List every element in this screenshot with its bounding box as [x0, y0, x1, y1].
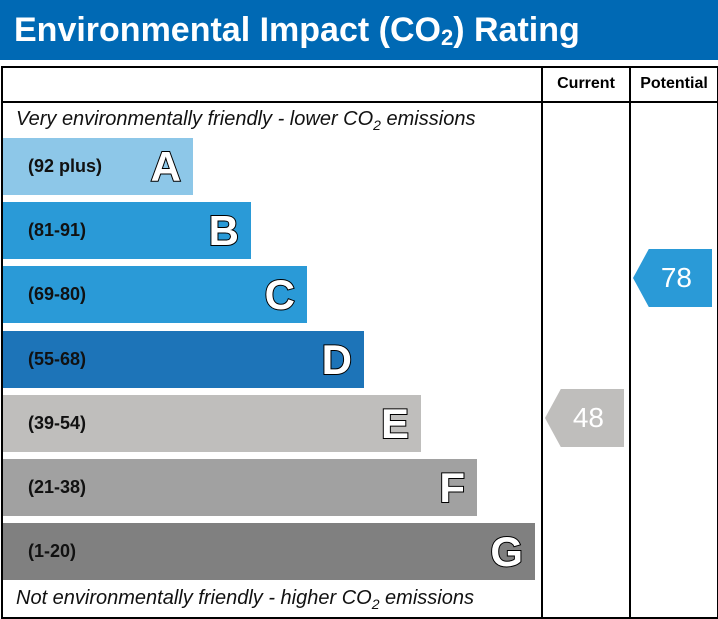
potential-column-header: Potential — [640, 75, 708, 92]
band-range: (39-54) — [28, 413, 87, 433]
band-range: (1-20) — [28, 541, 77, 561]
band-letter: D — [321, 335, 353, 384]
band-letter: F — [438, 463, 466, 512]
current-rating-value: 48 — [572, 402, 604, 433]
chart-title: Environmental Impact (CO2) Rating — [0, 0, 718, 60]
band-g: (1-20) G — [3, 523, 535, 580]
band-e: (39-54) E — [3, 395, 421, 452]
band-letter: C — [264, 270, 296, 319]
current-column-header: Current — [557, 75, 615, 92]
bottom-note: Not environmentally friendly - higher CO… — [16, 587, 474, 612]
band-letter: B — [208, 206, 240, 255]
top-note: Very environmentally friendly - lower CO… — [16, 108, 476, 133]
band-letter: G — [489, 527, 524, 576]
band-f: (21-38) F — [3, 459, 477, 516]
band-letter: E — [380, 399, 410, 448]
potential-rating-arrow: 78 — [633, 249, 712, 307]
band-b: (81-91) B — [3, 202, 251, 259]
band-range: (55-68) — [28, 349, 87, 369]
current-rating-arrow: 48 — [545, 389, 624, 447]
band-d: (55-68) D — [3, 331, 364, 388]
band-range: (92 plus) — [28, 156, 103, 176]
band-a: (92 plus) A — [3, 138, 193, 195]
band-c: (69-80) C — [3, 266, 307, 323]
divider — [1, 101, 717, 103]
band-letter: A — [150, 142, 182, 191]
divider — [629, 66, 631, 617]
divider — [541, 66, 543, 617]
potential-rating-value: 78 — [660, 262, 692, 293]
band-range: (69-80) — [28, 284, 87, 304]
band-range: (81-91) — [28, 220, 87, 240]
band-range: (21-38) — [28, 477, 87, 497]
